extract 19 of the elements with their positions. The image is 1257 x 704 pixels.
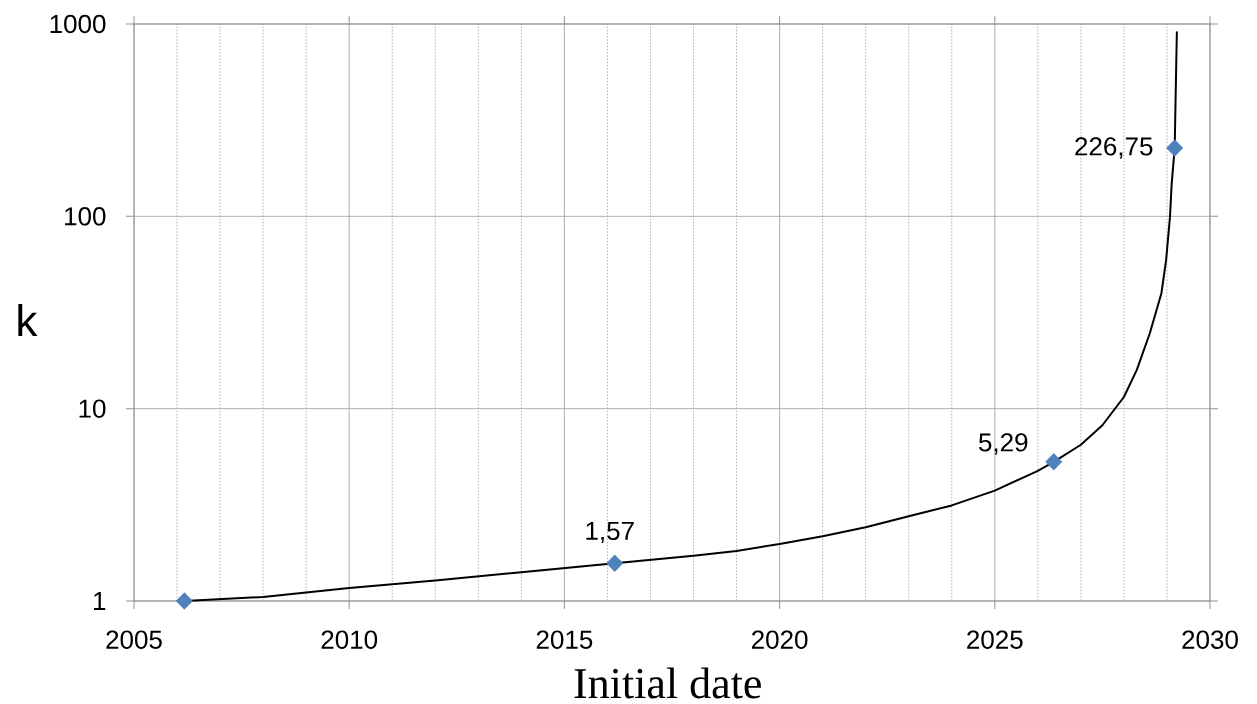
x-tick-label: 2025	[967, 630, 1023, 649]
x-axis-title: Initial date	[574, 667, 761, 699]
x-tick-label: 2015	[536, 630, 593, 649]
y-tick-label: 1000	[50, 14, 106, 34]
point	[1166, 139, 1184, 157]
y-tick-label: 1	[94, 592, 106, 610]
x-tick-label: 2030	[1182, 630, 1238, 649]
data-label: 5,29	[978, 433, 1028, 455]
point	[606, 554, 624, 573]
y-tick-label: 100	[65, 207, 106, 226]
y-tick-label: 10	[79, 399, 106, 418]
x-tick-label: 2020	[751, 630, 808, 649]
x-tick-label: 2005	[106, 630, 162, 649]
data-label: 226,75	[1075, 137, 1153, 159]
x-tick-label: 2010	[321, 630, 378, 649]
point	[1045, 453, 1063, 471]
y-axis-title: k	[18, 304, 38, 336]
data-label: 1,57	[586, 521, 634, 544]
point	[175, 592, 193, 610]
